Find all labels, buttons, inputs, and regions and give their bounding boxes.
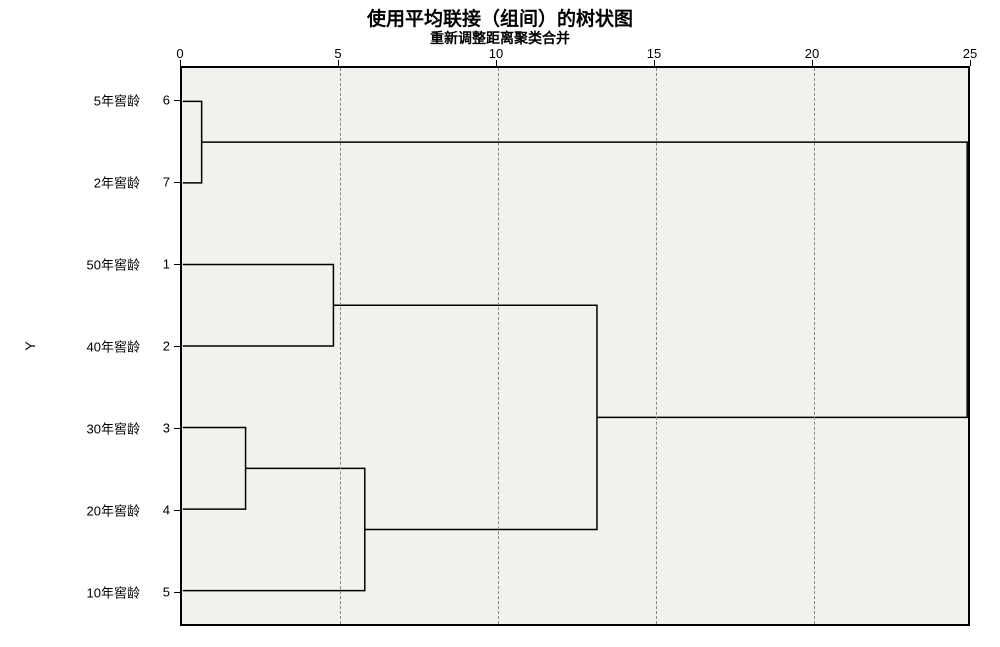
dendro-branch (183, 101, 202, 183)
y-tick-label-num: 7 (150, 174, 170, 189)
dendro-branch (202, 142, 968, 417)
y-tick-label-name: 50年窖龄 (60, 254, 140, 273)
grid-line (814, 68, 815, 624)
y-tick (174, 428, 180, 429)
dendrogram-figure: 使用平均联接（组间）的树状图 重新调整距离聚类合并 Y 05101520255年… (0, 0, 1000, 647)
x-tick-label: 20 (805, 46, 819, 61)
y-tick (174, 510, 180, 511)
chart-subtitle: 重新调整距离聚类合并 (0, 28, 1000, 48)
y-tick-label-num: 6 (150, 92, 170, 107)
y-tick (174, 592, 180, 593)
x-tick-label: 15 (647, 46, 661, 61)
y-tick (174, 346, 180, 347)
y-tick (174, 182, 180, 183)
y-tick-label-name: 30年窖龄 (60, 419, 140, 438)
grid-line (340, 68, 341, 624)
y-tick-label-name: 2年窖龄 (60, 172, 140, 191)
y-tick-label-num: 2 (150, 339, 170, 354)
y-tick-label-num: 4 (150, 503, 170, 518)
y-tick-label-num: 5 (150, 585, 170, 600)
dendro-branch (183, 428, 246, 510)
x-tick-label: 5 (334, 46, 341, 61)
x-tick-label: 10 (489, 46, 503, 61)
dendro-branch (183, 264, 334, 346)
plot-area (180, 66, 970, 626)
dendrogram-lines (182, 68, 968, 624)
x-tick-label: 0 (176, 46, 183, 61)
y-tick (174, 264, 180, 265)
y-axis-label: Y (22, 341, 38, 350)
y-tick-label-num: 1 (150, 256, 170, 271)
dendro-branch (333, 305, 597, 529)
y-tick-label-num: 3 (150, 421, 170, 436)
grid-line (498, 68, 499, 624)
grid-line (656, 68, 657, 624)
dendro-branch (183, 468, 365, 590)
y-tick-label-name: 5年窖龄 (60, 90, 140, 109)
y-tick (174, 100, 180, 101)
chart-title: 使用平均联接（组间）的树状图 (0, 4, 1000, 31)
x-tick-label: 25 (963, 46, 977, 61)
y-tick-label-name: 10年窖龄 (60, 583, 140, 602)
y-tick-label-name: 40年窖龄 (60, 337, 140, 356)
y-tick-label-name: 20年窖龄 (60, 501, 140, 520)
